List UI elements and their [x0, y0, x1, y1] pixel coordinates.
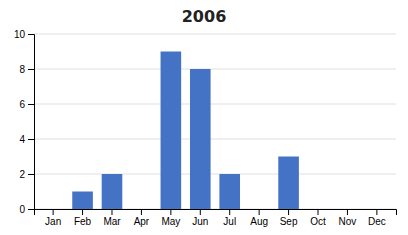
y-axis: 0 2 4 6 8 10: [14, 29, 35, 215]
x-tick-mark: [259, 209, 260, 215]
x-tick-mark: [53, 209, 54, 215]
bars: [72, 52, 299, 210]
y-tick-label: 6: [19, 99, 25, 110]
y-tick-label: 0: [19, 204, 25, 215]
x-tick: Jun: [192, 209, 208, 227]
x-tick: Oct: [310, 209, 326, 227]
x-tick-mark: [318, 209, 319, 215]
bar: [43, 209, 64, 210]
chart-title: 2006: [182, 7, 227, 26]
bar: [190, 69, 211, 209]
y-tick-mark: [28, 69, 34, 70]
grid-line: [34, 104, 396, 105]
x-tick-label: Nov: [339, 216, 357, 227]
x-tick: Mar: [103, 209, 121, 227]
y-tick: 2: [19, 169, 34, 180]
y-tick: 6: [19, 99, 34, 110]
x-tick-mark: [82, 209, 83, 215]
x-tick: Jan: [45, 209, 61, 227]
y-tick-mark: [28, 209, 34, 210]
bar: [367, 209, 388, 210]
x-tick-mark: [347, 209, 348, 215]
x-tick-label: Jul: [223, 216, 236, 227]
x-tick-label: Jan: [45, 216, 61, 227]
y-tick: 0: [19, 204, 34, 215]
plot-area: 0 2 4 6 8 10 Jan Feb Mar Apr May Jun Jul Aug Sep Oct Nov…: [14, 29, 397, 227]
x-tick: Aug: [250, 209, 268, 227]
y-tick-label: 2: [19, 169, 25, 180]
y-tick: 4: [19, 134, 34, 145]
y-tick-label: 4: [19, 134, 25, 145]
y-axis-line: [28, 35, 35, 210]
x-axis-line: [35, 210, 397, 216]
x-tick: Jul: [223, 209, 236, 227]
y-tick: 8: [19, 64, 34, 75]
x-tick-label: May: [161, 216, 180, 227]
bar: [102, 174, 123, 209]
x-tick: Dec: [368, 209, 386, 227]
y-tick-mark: [28, 174, 34, 175]
bar: [219, 174, 240, 209]
x-tick-label: Feb: [74, 216, 92, 227]
x-tick-mark: [170, 209, 171, 215]
bar: [308, 209, 329, 210]
x-axis: Jan Feb Mar Apr May Jun Jul Aug Sep Oct Nov Dec: [35, 209, 397, 227]
x-tick-label: Dec: [368, 216, 386, 227]
x-tick-mark: [111, 209, 112, 215]
grid-line: [34, 139, 396, 140]
grid-line: [34, 34, 396, 35]
x-tick-label: Aug: [250, 216, 268, 227]
bar: [161, 52, 182, 210]
bar: [131, 209, 152, 210]
y-tick-label: 10: [14, 29, 26, 40]
x-tick-mark: [288, 209, 289, 215]
chart-container: 2006 0 2 4 6 8 10 Jan Feb Mar Apr May Jun Jul Aug Sep Oc…: [0, 0, 408, 235]
x-tick-mark: [229, 209, 230, 215]
x-tick-label: Jun: [192, 216, 208, 227]
y-tick-mark: [28, 104, 34, 105]
grid: [34, 34, 396, 209]
x-tick-label: Sep: [280, 216, 298, 227]
x-tick-mark: [200, 209, 201, 215]
y-tick: 10: [14, 29, 34, 40]
y-tick-mark: [28, 34, 34, 35]
x-tick: May: [161, 209, 180, 227]
grid-line: [34, 69, 396, 70]
x-tick-mark: [376, 209, 377, 215]
bar: [72, 192, 93, 210]
chart-svg: 2006 0 2 4 6 8 10 Jan Feb Mar Apr May Jun Jul Aug Sep Oc…: [0, 0, 408, 235]
y-tick-label: 8: [19, 64, 25, 75]
x-tick: Feb: [74, 209, 92, 227]
bar: [278, 157, 299, 210]
y-tick-mark: [28, 139, 34, 140]
x-tick: Apr: [134, 209, 150, 227]
x-tick-label: Apr: [134, 216, 150, 227]
x-tick-label: Mar: [103, 216, 121, 227]
x-tick-mark: [141, 209, 142, 215]
x-tick: Sep: [280, 209, 298, 227]
grid-line: [34, 174, 396, 175]
bar: [337, 209, 358, 210]
x-tick-label: Oct: [310, 216, 326, 227]
bar: [249, 209, 270, 210]
x-tick: Nov: [339, 209, 357, 227]
